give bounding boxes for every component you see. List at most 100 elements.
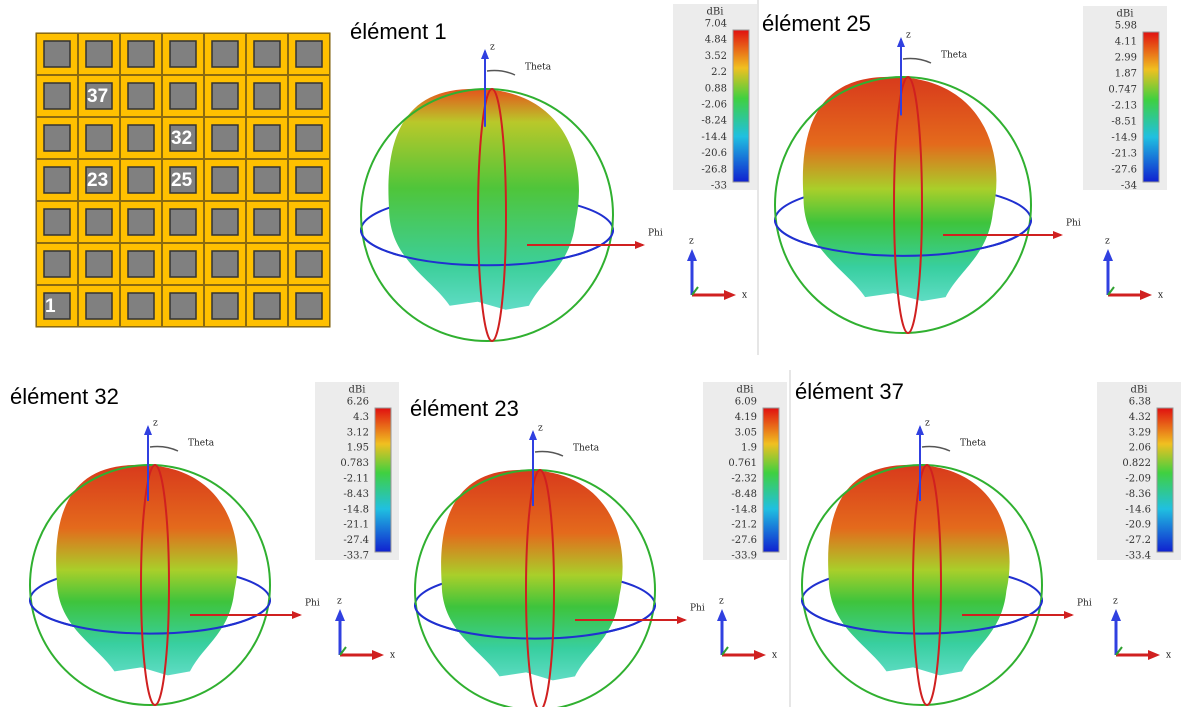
cell [120, 75, 162, 117]
colorbar-tick-label: -20.9 [1125, 520, 1151, 531]
triad-z-arrow [717, 609, 727, 621]
colorbar-tick-label: 0.761 [728, 458, 757, 469]
z-arrow [897, 37, 905, 47]
z-arrow [144, 425, 152, 435]
colorbar-tick-label: 2.06 [1129, 443, 1151, 454]
meridian-ring [477, 88, 507, 342]
equator-front [774, 219, 1032, 257]
cell [78, 159, 120, 201]
equator-front [360, 229, 614, 267]
colorbar-tick-label: 0.783 [340, 458, 369, 469]
triad-z-label: z [689, 237, 694, 247]
colorbar-tick-label: -27.2 [1125, 535, 1151, 546]
colorbar-tick-label: -14.6 [1125, 504, 1151, 515]
colorbar-tick-label: 0.747 [1108, 85, 1137, 96]
patch [169, 124, 197, 152]
cell [36, 33, 78, 75]
cell [246, 33, 288, 75]
element-label: 32 [171, 128, 192, 149]
theta-label: Theta [941, 51, 968, 61]
x-arrow [1053, 231, 1063, 239]
colorbar-tick-label: 3.52 [705, 51, 727, 62]
patch [127, 82, 155, 110]
colorbar-tick-label: -8.48 [731, 489, 757, 500]
colorbar-tick-label: 2.99 [1115, 53, 1137, 64]
cell [288, 33, 330, 75]
patch [253, 82, 281, 110]
patch [43, 208, 71, 236]
sphere-ring [360, 88, 614, 342]
colorbar-tick-label: 6.09 [735, 397, 757, 408]
patch [211, 124, 239, 152]
cell [162, 117, 204, 159]
cell [78, 285, 120, 327]
sphere-ring [774, 76, 1032, 334]
theta-label: Theta [960, 439, 987, 449]
cell [120, 201, 162, 243]
colorbar-tick-label: 4.3 [353, 412, 369, 423]
cell [78, 243, 120, 285]
triad-z-label: z [337, 597, 342, 607]
colorbar-tick-label: -20.6 [701, 148, 727, 159]
triad-z-label: z [719, 597, 724, 607]
triad-y [721, 646, 729, 656]
z-arrow [481, 49, 489, 59]
colorbar-tick-label: 0.88 [705, 83, 727, 94]
triad-x-label: x [1158, 291, 1163, 301]
colorbar-tick-label: -2.11 [343, 474, 369, 485]
cell [120, 159, 162, 201]
triad-x-arrow [1140, 290, 1152, 300]
x-arrow [635, 241, 645, 249]
patch [295, 250, 323, 278]
phi-label: Phi [648, 229, 663, 239]
colorbar-tick-label: 4.32 [1129, 412, 1151, 423]
patch [43, 40, 71, 68]
antenna-array: 1 23 25 32 37 [35, 32, 331, 328]
cell [162, 33, 204, 75]
colorbar-tick-label: -26.8 [701, 164, 727, 175]
colorbar-tick-label: -14.8 [731, 504, 757, 515]
colorbar-tick-label: -8.36 [1125, 489, 1151, 500]
colorbar-tick-label: 1.87 [1115, 69, 1137, 80]
panel-title: élément 37 [795, 379, 904, 404]
colorbar-tick-label: 3.29 [1129, 427, 1151, 438]
colorbar-tick-label: -8.24 [701, 116, 727, 127]
colorbar-tick-label: -27.6 [1111, 165, 1137, 176]
cell [36, 243, 78, 285]
cell [36, 159, 78, 201]
colorbar-tick-label: -2.06 [701, 100, 727, 111]
colorbar-tick-label: -8.43 [343, 489, 369, 500]
colorbar-tick-label: -33.9 [731, 551, 757, 562]
theta-arrow [534, 450, 564, 457]
theta-arrow [149, 445, 179, 452]
cell [204, 75, 246, 117]
radiation-pattern [828, 464, 1010, 676]
z-label: z [490, 43, 495, 53]
triad-x-label: x [1166, 651, 1171, 661]
patch [85, 208, 113, 236]
colorbar-tick-label: -21.2 [731, 520, 757, 531]
triad-z-arrow [1103, 249, 1113, 261]
cell [246, 201, 288, 243]
cell [288, 159, 330, 201]
patch [43, 124, 71, 152]
triad-x-label: x [772, 651, 777, 661]
colorbar [762, 407, 780, 553]
patch [169, 250, 197, 278]
patch [127, 292, 155, 320]
cell [162, 201, 204, 243]
patch [169, 292, 197, 320]
colorbar-tick-label: -27.6 [731, 535, 757, 546]
colorbar-tick-label: 1.9 [741, 443, 757, 454]
patch [127, 250, 155, 278]
cell [246, 285, 288, 327]
sphere-ring [414, 469, 656, 707]
colorbar-tick-label: 1.95 [347, 443, 369, 454]
patch [127, 166, 155, 194]
cell [78, 117, 120, 159]
panel-title: élément 23 [410, 396, 519, 421]
meridian-ring [140, 464, 170, 706]
